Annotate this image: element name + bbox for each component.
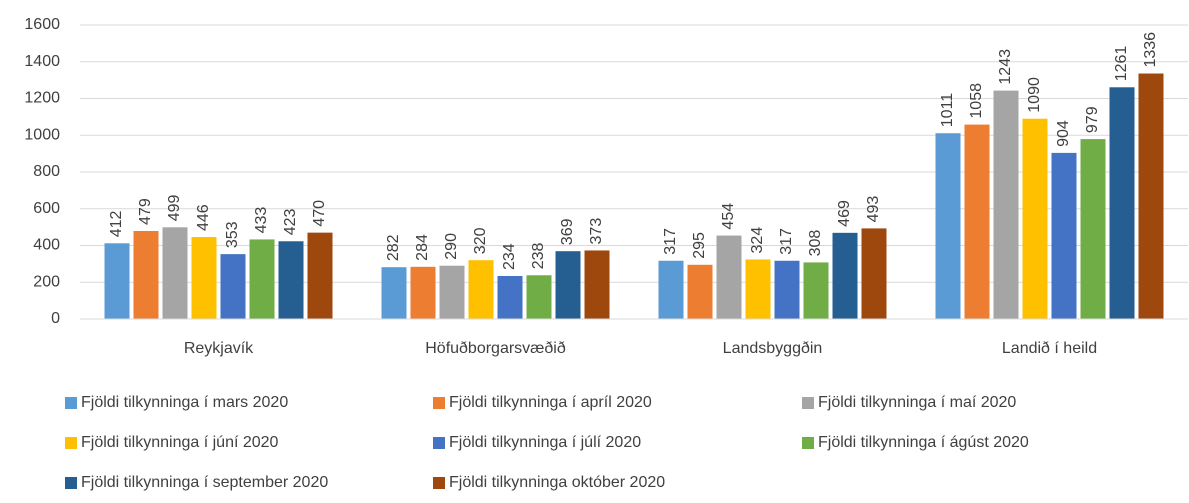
value-label: 479 xyxy=(137,198,154,225)
value-label: 904 xyxy=(1055,120,1072,147)
legend-label: Fjöldi tilkynninga í júní 2020 xyxy=(81,434,279,451)
y-tick-label: 1400 xyxy=(24,53,60,70)
value-label: 353 xyxy=(224,221,241,248)
y-tick-label: 200 xyxy=(33,273,60,290)
value-label: 433 xyxy=(253,207,270,234)
value-label: 1058 xyxy=(968,83,985,119)
bar xyxy=(497,276,523,319)
bar xyxy=(468,260,494,319)
value-label: 284 xyxy=(414,234,431,261)
legend-swatch xyxy=(65,477,77,489)
legend-swatch xyxy=(65,397,77,409)
bar xyxy=(439,265,465,319)
bar xyxy=(745,259,771,319)
value-label: 423 xyxy=(282,208,299,235)
bar xyxy=(774,260,800,319)
legend-swatch xyxy=(65,437,77,449)
bar xyxy=(249,239,275,319)
bar xyxy=(935,133,961,319)
value-label: 454 xyxy=(720,203,737,230)
x-tick-label: Höfuðborgarsvæðið xyxy=(425,340,566,357)
value-label: 317 xyxy=(662,228,679,255)
bar xyxy=(658,260,684,319)
legend-label: Fjöldi tilkynninga í september 2020 xyxy=(81,474,328,491)
value-label: 446 xyxy=(195,204,212,231)
y-tick-label: 1200 xyxy=(24,90,60,107)
value-label: 469 xyxy=(836,200,853,227)
value-label: 234 xyxy=(501,243,518,270)
y-tick-label: 600 xyxy=(33,200,60,217)
bar xyxy=(861,228,887,319)
value-label: 1261 xyxy=(1113,46,1130,82)
value-label: 1011 xyxy=(939,93,956,128)
y-tick-label: 1000 xyxy=(24,126,60,143)
bar xyxy=(584,250,610,319)
value-label: 282 xyxy=(385,234,402,261)
bar xyxy=(133,230,159,319)
value-label: 979 xyxy=(1084,106,1101,133)
x-tick-label: Landsbyggðin xyxy=(723,340,823,357)
y-tick-label: 0 xyxy=(51,310,60,327)
bar xyxy=(381,267,407,319)
x-tick-label: Landið í heild xyxy=(1002,340,1097,357)
value-label: 320 xyxy=(472,227,489,254)
value-label: 412 xyxy=(108,210,125,237)
bar xyxy=(555,251,581,319)
value-label: 295 xyxy=(691,232,708,259)
bar xyxy=(993,90,1019,319)
value-label: 317 xyxy=(778,228,795,255)
bar xyxy=(220,254,246,319)
legend-label: Fjöldi tilkynninga í júlí 2020 xyxy=(449,434,641,451)
y-tick-label: 400 xyxy=(33,237,60,254)
bar xyxy=(964,124,990,319)
bar xyxy=(803,262,829,319)
bar xyxy=(1080,139,1106,319)
legend-swatch xyxy=(433,397,445,409)
bar xyxy=(832,232,858,319)
bar xyxy=(104,243,130,319)
value-label: 1243 xyxy=(997,49,1014,85)
bar xyxy=(1051,152,1077,319)
bar xyxy=(410,266,436,319)
legend-swatch xyxy=(433,437,445,449)
legend-swatch xyxy=(802,397,814,409)
value-label: 499 xyxy=(166,195,183,222)
legend-label: Fjöldi tilkynninga í mars 2020 xyxy=(81,394,288,411)
value-label: 308 xyxy=(807,230,824,257)
legend-label: Fjöldi tilkynninga í maí 2020 xyxy=(818,394,1016,411)
value-label: 290 xyxy=(443,233,460,260)
legend-label: Fjöldi tilkynninga í apríl 2020 xyxy=(449,394,652,411)
bar xyxy=(278,241,304,319)
bar xyxy=(716,235,742,319)
bar xyxy=(1022,118,1048,320)
bar xyxy=(162,227,188,319)
y-tick-label: 1600 xyxy=(24,16,60,33)
bar xyxy=(1138,73,1164,319)
bar xyxy=(687,264,713,319)
bar xyxy=(1109,87,1135,319)
bar xyxy=(307,232,333,319)
bar xyxy=(526,275,552,319)
value-label: 1090 xyxy=(1026,77,1043,113)
legend-label: Fjöldi tilkynninga október 2020 xyxy=(449,474,665,491)
bar xyxy=(191,237,217,319)
value-label: 238 xyxy=(530,242,547,269)
value-label: 369 xyxy=(559,218,576,245)
value-label: 373 xyxy=(588,218,605,245)
y-tick-label: 800 xyxy=(33,163,60,180)
x-tick-label: Reykjavík xyxy=(184,340,254,357)
value-label: 493 xyxy=(865,196,882,223)
legend-swatch xyxy=(802,437,814,449)
legend-swatch xyxy=(433,477,445,489)
value-label: 1336 xyxy=(1142,32,1159,68)
value-label: 470 xyxy=(311,200,328,227)
value-label: 324 xyxy=(749,227,766,254)
legend-label: Fjöldi tilkynninga í ágúst 2020 xyxy=(818,434,1029,451)
